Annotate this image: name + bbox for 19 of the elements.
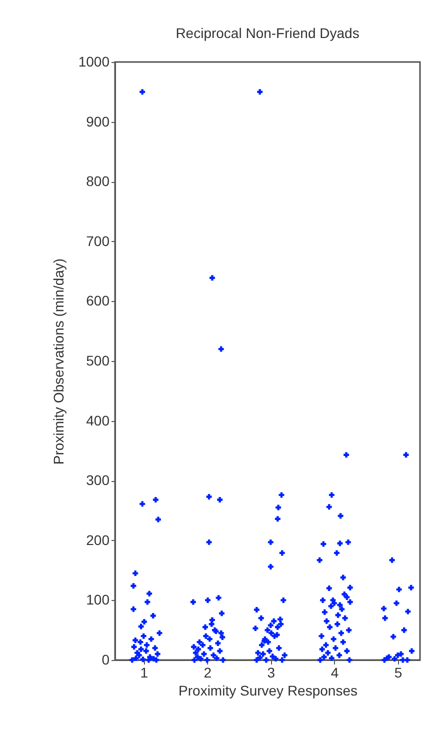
x-tick-label: 5 [394,664,402,680]
x-tick-label: 3 [267,664,276,680]
y-tick-label: 400 [86,412,110,428]
y-tick-label: 300 [86,472,110,488]
y-tick-label: 0 [102,652,110,668]
y-tick-label: 600 [86,292,110,309]
chart-title: Reciprocal Non-Friend Dyads [176,25,360,41]
y-tick-label: 900 [86,113,110,130]
y-tick-label: 700 [86,232,110,249]
y-tick-label: 100 [86,592,110,608]
y-tick-label: 800 [86,173,110,190]
x-tick-label: 1 [140,664,148,680]
x-axis-title: Proximity Survey Responses [178,682,358,698]
y-tick-label: 500 [86,352,110,368]
y-tick-label: 1000 [78,54,110,70]
y-tick-label: 200 [86,532,110,548]
y-axis-title: Proximity Observations (min/day) [50,258,66,465]
x-tick-label: 4 [330,664,339,680]
x-tick-label: 2 [204,664,212,680]
